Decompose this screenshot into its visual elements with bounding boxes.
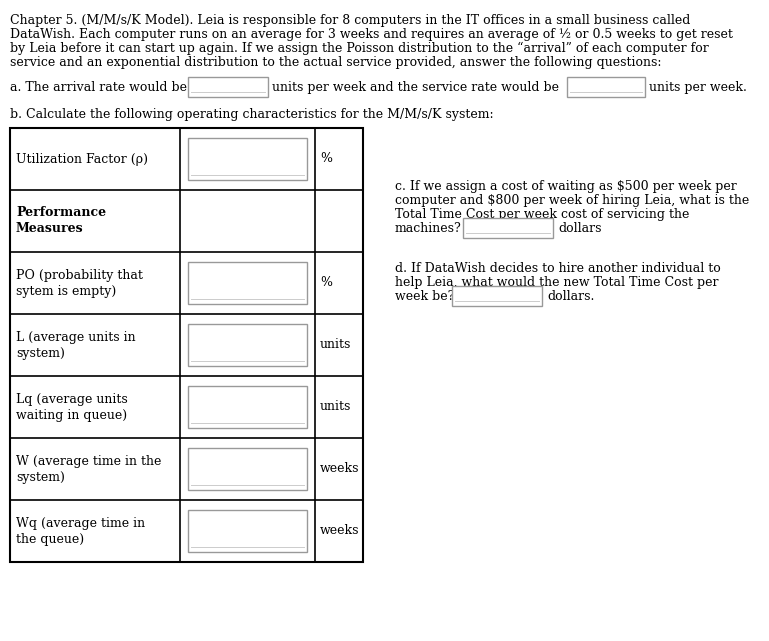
Text: W (average time in the: W (average time in the: [16, 454, 161, 467]
Bar: [188, 386, 307, 428]
Text: units per week and the service rate would be: units per week and the service rate woul…: [272, 81, 559, 94]
Text: units: units: [320, 401, 351, 413]
Text: Wq (average time in: Wq (average time in: [16, 517, 145, 529]
Text: weeks: weeks: [320, 463, 359, 476]
Text: Utilization Factor (ρ): Utilization Factor (ρ): [16, 153, 148, 165]
Text: help Leia, what would the new Total Time Cost per: help Leia, what would the new Total Time…: [395, 276, 718, 289]
Text: the queue): the queue): [16, 533, 84, 545]
Text: a. The arrival rate would be: a. The arrival rate would be: [10, 81, 187, 94]
Text: PO (probability that: PO (probability that: [16, 269, 143, 281]
Bar: [463, 218, 553, 238]
Bar: [188, 138, 307, 180]
Bar: [10, 128, 363, 562]
Text: Lq (average units: Lq (average units: [16, 392, 128, 406]
Text: sytem is empty): sytem is empty): [16, 285, 116, 297]
Text: service and an exponential distribution to the actual service provided, answer t: service and an exponential distribution …: [10, 56, 661, 69]
Text: units per week.: units per week.: [649, 81, 747, 94]
Text: dollars.: dollars.: [547, 290, 594, 303]
Bar: [188, 77, 268, 97]
Text: week be?: week be?: [395, 290, 454, 303]
Bar: [567, 77, 645, 97]
Text: units: units: [320, 338, 351, 351]
Text: weeks: weeks: [320, 524, 359, 538]
Text: d. If DataWish decides to hire another individual to: d. If DataWish decides to hire another i…: [395, 262, 721, 275]
Text: waiting in queue): waiting in queue): [16, 408, 127, 422]
Text: Total Time Cost per week cost of servicing the: Total Time Cost per week cost of servici…: [395, 208, 689, 221]
Text: DataWish. Each computer runs on an average for 3 weeks and requires an average o: DataWish. Each computer runs on an avera…: [10, 28, 733, 41]
Text: b. Calculate the following operating characteristics for the M/M/s/K system:: b. Calculate the following operating cha…: [10, 108, 494, 121]
Text: computer and $800 per week of hiring Leia, what is the: computer and $800 per week of hiring Lei…: [395, 194, 749, 207]
Text: dollars: dollars: [558, 222, 601, 235]
Text: Performance: Performance: [16, 206, 106, 219]
Text: by Leia before it can start up again. If we assign the Poisson distribution to t: by Leia before it can start up again. If…: [10, 42, 709, 55]
Bar: [188, 448, 307, 490]
Text: Measures: Measures: [16, 222, 84, 235]
Text: system): system): [16, 347, 65, 360]
Text: %: %: [320, 276, 332, 290]
Text: Chapter 5. (M/M/s/K Model). Leia is responsible for 8 computers in the IT office: Chapter 5. (M/M/s/K Model). Leia is resp…: [10, 14, 691, 27]
Text: L (average units in: L (average units in: [16, 331, 135, 344]
Bar: [452, 286, 542, 306]
Text: %: %: [320, 153, 332, 165]
Bar: [188, 324, 307, 366]
Text: c. If we assign a cost of waiting as $500 per week per: c. If we assign a cost of waiting as $50…: [395, 180, 737, 193]
Bar: [188, 510, 307, 552]
Bar: [188, 262, 307, 304]
Text: system): system): [16, 470, 65, 483]
Text: machines?: machines?: [395, 222, 461, 235]
